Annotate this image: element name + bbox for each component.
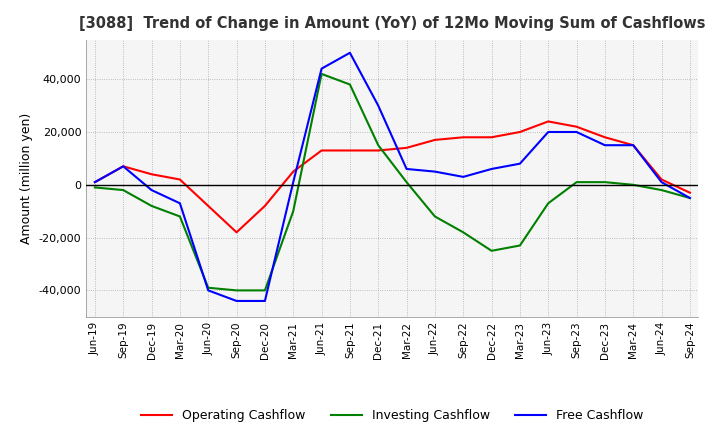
Operating Cashflow (346, 148, 354, 153)
Free Cashflow (176, 201, 184, 206)
Investing Cashflow (289, 209, 297, 214)
Investing Cashflow (459, 230, 467, 235)
Operating Cashflow (204, 203, 212, 209)
Operating Cashflow (685, 190, 694, 195)
Free Cashflow (572, 129, 581, 135)
Investing Cashflow (318, 71, 326, 77)
Operating Cashflow (431, 137, 439, 143)
Investing Cashflow (572, 180, 581, 185)
Line: Operating Cashflow: Operating Cashflow (95, 121, 690, 232)
Operating Cashflow (318, 148, 326, 153)
Investing Cashflow (600, 180, 609, 185)
Free Cashflow (289, 180, 297, 185)
Free Cashflow (119, 164, 127, 169)
Operating Cashflow (600, 135, 609, 140)
Operating Cashflow (119, 164, 127, 169)
Free Cashflow (91, 180, 99, 185)
Investing Cashflow (91, 185, 99, 190)
Operating Cashflow (91, 180, 99, 185)
Free Cashflow (487, 166, 496, 172)
Free Cashflow (657, 180, 666, 185)
Free Cashflow (374, 103, 382, 108)
Free Cashflow (600, 143, 609, 148)
Title: [3088]  Trend of Change in Amount (YoY) of 12Mo Moving Sum of Cashflows: [3088] Trend of Change in Amount (YoY) o… (79, 16, 706, 32)
Investing Cashflow (487, 248, 496, 253)
Y-axis label: Amount (million yen): Amount (million yen) (20, 113, 33, 244)
Free Cashflow (233, 298, 241, 304)
Operating Cashflow (402, 145, 411, 150)
Investing Cashflow (685, 195, 694, 201)
Investing Cashflow (233, 288, 241, 293)
Operating Cashflow (176, 177, 184, 182)
Investing Cashflow (261, 288, 269, 293)
Investing Cashflow (402, 180, 411, 185)
Operating Cashflow (289, 169, 297, 174)
Investing Cashflow (657, 187, 666, 193)
Free Cashflow (346, 50, 354, 55)
Investing Cashflow (629, 182, 637, 187)
Free Cashflow (204, 288, 212, 293)
Operating Cashflow (487, 135, 496, 140)
Investing Cashflow (176, 214, 184, 219)
Free Cashflow (516, 161, 524, 166)
Free Cashflow (629, 143, 637, 148)
Operating Cashflow (261, 203, 269, 209)
Investing Cashflow (119, 187, 127, 193)
Operating Cashflow (572, 124, 581, 129)
Free Cashflow (318, 66, 326, 71)
Investing Cashflow (544, 201, 552, 206)
Free Cashflow (459, 174, 467, 180)
Operating Cashflow (233, 230, 241, 235)
Operating Cashflow (459, 135, 467, 140)
Operating Cashflow (544, 119, 552, 124)
Free Cashflow (261, 298, 269, 304)
Operating Cashflow (374, 148, 382, 153)
Investing Cashflow (346, 82, 354, 87)
Investing Cashflow (516, 243, 524, 248)
Free Cashflow (431, 169, 439, 174)
Free Cashflow (402, 166, 411, 172)
Investing Cashflow (148, 203, 156, 209)
Operating Cashflow (629, 143, 637, 148)
Free Cashflow (685, 195, 694, 201)
Operating Cashflow (148, 172, 156, 177)
Free Cashflow (148, 187, 156, 193)
Investing Cashflow (204, 285, 212, 290)
Investing Cashflow (431, 214, 439, 219)
Operating Cashflow (516, 129, 524, 135)
Investing Cashflow (374, 143, 382, 148)
Operating Cashflow (657, 177, 666, 182)
Line: Investing Cashflow: Investing Cashflow (95, 74, 690, 290)
Free Cashflow (544, 129, 552, 135)
Legend: Operating Cashflow, Investing Cashflow, Free Cashflow: Operating Cashflow, Investing Cashflow, … (136, 404, 649, 427)
Line: Free Cashflow: Free Cashflow (95, 53, 690, 301)
